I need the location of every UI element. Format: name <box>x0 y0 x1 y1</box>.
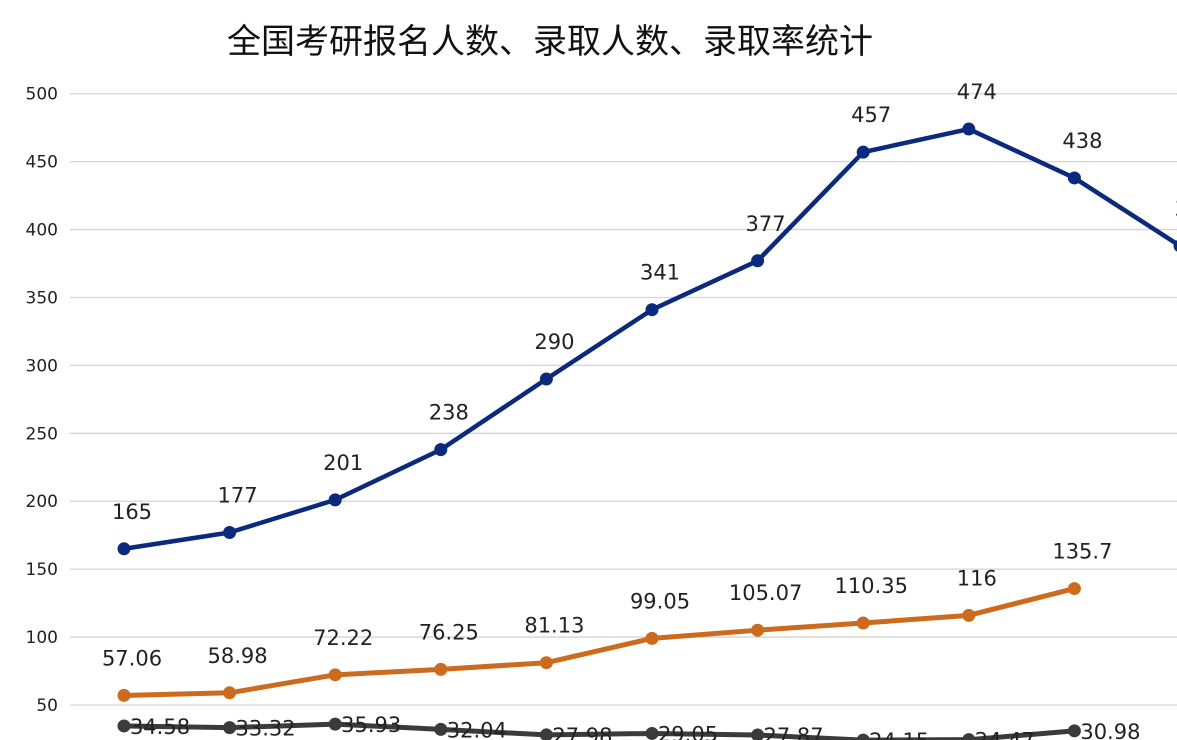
data-label: 238 <box>429 401 469 425</box>
y-tick-label: 50 <box>36 696 58 716</box>
series-2-line <box>121 586 1077 698</box>
series-3-point <box>539 728 553 740</box>
y-tick-label: 300 <box>26 356 58 376</box>
data-labels: 165 177 201 238 290 341 377 457 474 438 38 57.06 58.… <box>102 80 1177 740</box>
data-label: 201 <box>323 451 363 475</box>
y-tick-label: 250 <box>26 424 58 444</box>
series-2-point <box>856 616 870 630</box>
y-tick-label: 400 <box>26 221 58 241</box>
data-label: 29.05 <box>658 722 718 740</box>
y-tick-label: 100 <box>26 628 58 648</box>
data-label: 35.93 <box>341 713 401 737</box>
series-2-point <box>539 656 553 670</box>
series-1-point <box>856 145 870 159</box>
series-2-point <box>1067 582 1081 596</box>
y-tick-label: 150 <box>26 560 58 580</box>
y-tick-label: 500 <box>26 85 58 105</box>
series-3-point <box>434 722 448 736</box>
series-2-point <box>223 686 237 700</box>
series-1-point <box>328 493 342 507</box>
data-label: 99.05 <box>630 589 690 613</box>
data-label: 438 <box>1062 129 1102 153</box>
data-label: 38 <box>1175 197 1177 221</box>
y-tick-label: 350 <box>26 288 58 308</box>
data-label: 457 <box>851 103 891 127</box>
series-1-point <box>1173 240 1177 252</box>
series-2-point <box>328 668 342 682</box>
data-label: 58.98 <box>208 644 268 668</box>
y-tick-label: 450 <box>26 153 58 173</box>
series-2-point <box>751 623 765 637</box>
series-lines <box>121 126 1177 740</box>
series-1-point <box>962 122 976 136</box>
series-3-point <box>856 733 870 740</box>
series-3-point <box>328 717 342 731</box>
data-label: 105.07 <box>729 581 802 605</box>
series-markers <box>117 122 1177 740</box>
series-1-point <box>751 254 765 268</box>
data-label: 377 <box>746 212 786 236</box>
series-2-point <box>962 608 976 622</box>
series-1-point <box>645 303 659 317</box>
data-label: 341 <box>640 261 680 285</box>
y-axis-ticks: 50 100 150 200 250 300 350 400 450 500 <box>26 85 58 716</box>
series-1-point <box>117 542 131 556</box>
data-label: 27.98 <box>552 724 612 740</box>
series-2-point <box>117 688 131 702</box>
data-label: 165 <box>112 500 152 524</box>
data-label: 32.04 <box>447 718 507 740</box>
series-3-point <box>223 721 237 735</box>
data-label: 24.15 <box>869 729 929 740</box>
data-label: 57.06 <box>102 646 162 670</box>
series-1-line <box>121 126 1177 552</box>
series-1-point <box>539 372 553 386</box>
data-label: 474 <box>957 80 997 104</box>
series-1-point <box>223 525 237 539</box>
series-3-point <box>645 726 659 740</box>
gridlines <box>70 93 1177 706</box>
data-label: 177 <box>218 483 258 507</box>
series-2-point <box>434 662 448 676</box>
data-label: 24.47 <box>975 729 1035 740</box>
y-tick-label: 200 <box>26 492 58 512</box>
series-3-point <box>962 733 976 740</box>
data-label: 27.87 <box>764 724 824 740</box>
series-1-point <box>434 443 448 457</box>
data-label: 110.35 <box>834 574 907 598</box>
data-label: 76.25 <box>419 620 479 644</box>
data-label: 34.58 <box>130 715 190 739</box>
series-2-point <box>645 631 659 645</box>
series-3-point <box>751 728 765 740</box>
series-3-point <box>117 719 131 733</box>
data-label: 135.7 <box>1052 540 1112 564</box>
series-3-point <box>1067 724 1081 738</box>
chart-title: 全国考研报名人数、录取人数、录取率统计 <box>227 22 873 62</box>
series-1-point <box>1067 171 1081 185</box>
data-label: 81.13 <box>524 614 584 638</box>
data-label: 30.98 <box>1080 720 1140 740</box>
data-label: 72.22 <box>313 626 373 650</box>
data-label: 116 <box>957 566 997 590</box>
data-label: 290 <box>534 330 574 354</box>
data-label: 33.32 <box>236 717 296 740</box>
